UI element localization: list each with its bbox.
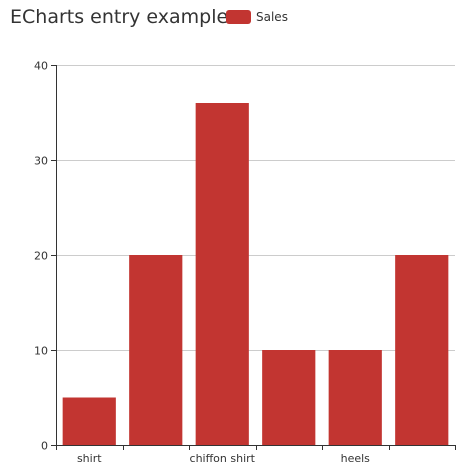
legend[interactable]: Sales	[226, 7, 288, 27]
bar	[129, 255, 183, 445]
x-tick-label: chiffon shirt	[190, 452, 256, 465]
chart-title: ECharts entry example	[10, 6, 229, 28]
x-tick-label: shirt	[77, 452, 102, 465]
y-tick-label: 40	[34, 60, 48, 73]
y-tick-label: 30	[34, 155, 48, 168]
bar	[262, 350, 316, 445]
legend-swatch	[226, 10, 251, 24]
y-tick-label: 10	[34, 345, 48, 358]
bar	[395, 255, 449, 445]
y-tick-label: 0	[41, 440, 48, 453]
bar	[62, 397, 116, 445]
bar	[195, 103, 249, 445]
x-tick-label: heels	[341, 452, 371, 465]
legend-label-sales: Sales	[256, 10, 288, 24]
bar	[328, 350, 382, 445]
y-tick-label: 20	[34, 250, 48, 263]
